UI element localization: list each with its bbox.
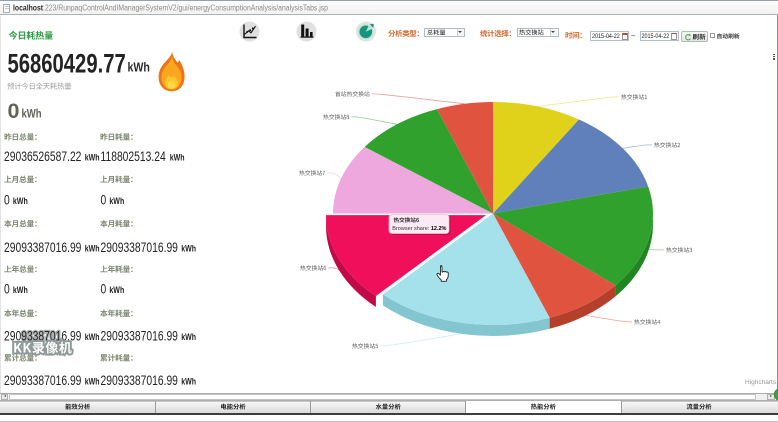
svg-text:Highcharts.co: Highcharts.co (745, 379, 778, 386)
svg-text:2015-04-22: 2015-04-22 (592, 34, 620, 40)
svg-text:0: 0 (4, 281, 10, 297)
svg-text:kWh: kWh (85, 153, 100, 163)
svg-text:kWh: kWh (13, 196, 28, 206)
svg-text:kWh: kWh (181, 377, 196, 387)
svg-text:localhost:223/RunpaqControlAnd: localhost:223/RunpaqControlAndIManagerSy… (13, 3, 329, 12)
svg-text:29036526587.22: 29036526587.22 (4, 149, 82, 165)
svg-text:0: 0 (4, 192, 10, 208)
svg-text:kWh: kWh (109, 285, 124, 295)
svg-text:56860429.77: 56860429.77 (8, 49, 126, 80)
svg-text:kWh: kWh (85, 377, 100, 387)
svg-text:Browser share: 12.2%: Browser share: 12.2% (392, 226, 446, 232)
svg-text:2015-04-22: 2015-04-22 (642, 34, 670, 40)
svg-text:118802513.24: 118802513.24 (101, 149, 166, 165)
svg-text:29093387016.99: 29093387016.99 (101, 328, 179, 344)
svg-text:kWh: kWh (22, 108, 42, 121)
svg-text:29093387016.99: 29093387016.99 (4, 240, 82, 256)
svg-text:0: 0 (101, 192, 107, 208)
svg-text:~: ~ (631, 32, 636, 41)
svg-text:0: 0 (8, 99, 20, 123)
svg-text:kWh: kWh (170, 153, 185, 163)
svg-text:29093387016.99: 29093387016.99 (101, 240, 179, 256)
svg-text:kWh: kWh (128, 61, 150, 75)
svg-text:kWh: kWh (85, 332, 100, 342)
svg-text:kWh: kWh (85, 244, 100, 254)
svg-text:0: 0 (101, 281, 107, 297)
svg-text:kWh: kWh (13, 285, 28, 295)
svg-text:kWh: kWh (181, 332, 196, 342)
svg-text:29093387016.99: 29093387016.99 (101, 373, 179, 389)
svg-text:29093387016.99: 29093387016.99 (4, 373, 82, 389)
svg-text:kWh: kWh (109, 196, 124, 206)
svg-text:kWh: kWh (181, 244, 196, 254)
